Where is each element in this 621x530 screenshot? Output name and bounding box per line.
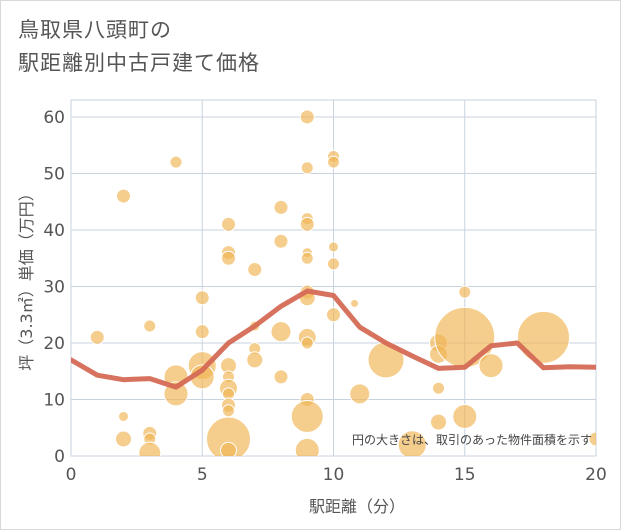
- bubble-point: [273, 199, 289, 215]
- bubble-point: [458, 285, 472, 299]
- x-axis-title: 駅距離（分）: [309, 497, 405, 516]
- bubble-point: [478, 353, 504, 379]
- y-tick-label: 10: [43, 390, 65, 410]
- bubble-point: [397, 430, 427, 456]
- bubble-point: [220, 441, 237, 456]
- bubble-size-note: 円の大きさは、取引のあった物件面積を示す: [352, 432, 592, 447]
- bubble-point: [588, 431, 596, 447]
- x-tick-labels: 0 5 10 15 20: [66, 465, 607, 485]
- bubble-point: [430, 413, 447, 431]
- bubble-point: [294, 437, 320, 456]
- bubble-point: [221, 216, 236, 232]
- bubble-point: [299, 109, 315, 125]
- chart-title-line-2: 駅距離別中古戸建て価格: [18, 51, 260, 75]
- bubble-point: [115, 430, 132, 448]
- chart-title: 鳥取県八頭町の 駅距離別中古戸建て価格: [18, 14, 260, 80]
- bubble-point: [328, 241, 339, 253]
- bubble-point: [300, 161, 314, 175]
- bubble-point: [194, 324, 210, 340]
- chart-title-line-1: 鳥取県八頭町の: [18, 18, 172, 42]
- y-axis-title: 坪（3.3㎡）単価（万円）: [17, 185, 36, 370]
- bubble-point: [300, 251, 314, 265]
- x-tick-label: 5: [197, 465, 208, 485]
- bubble-point: [247, 262, 263, 278]
- bubble-point: [452, 403, 478, 429]
- bubble-point: [169, 155, 183, 169]
- bubble-point: [118, 410, 129, 422]
- y-tick-labels: 0 10 20 30 40 50 60: [43, 108, 65, 467]
- bubble-point: [273, 233, 289, 249]
- y-tick-label: 60: [43, 108, 65, 128]
- x-tick-label: 10: [323, 465, 345, 485]
- bubble-point: [194, 290, 210, 306]
- bubble-point: [138, 441, 162, 456]
- bubble-point: [163, 381, 189, 407]
- x-tick-label: 0: [66, 465, 77, 485]
- average-line-series: [71, 288, 596, 390]
- bubble-point: [206, 416, 251, 456]
- bubble-point: [327, 257, 340, 271]
- bubble-point: [290, 399, 324, 433]
- bubble-point: [517, 310, 570, 364]
- y-tick-label: 40: [43, 221, 65, 241]
- bubble-point: [143, 319, 157, 333]
- bubble-point: [300, 336, 314, 350]
- bubble-point: [299, 216, 315, 232]
- bubble-point: [349, 383, 371, 405]
- bubble-point: [89, 329, 105, 345]
- x-tick-label: 20: [585, 465, 607, 485]
- y-tick-label: 30: [43, 277, 65, 297]
- y-tick-label: 20: [43, 334, 65, 354]
- bubble-point: [327, 155, 340, 169]
- x-tick-label: 15: [454, 465, 476, 485]
- bubble-series: [89, 109, 596, 456]
- bubble-point: [350, 298, 359, 308]
- bubble-point: [270, 321, 292, 343]
- y-tick-label: 50: [43, 164, 65, 184]
- bubble-point: [221, 250, 236, 266]
- bubble-point: [116, 188, 131, 204]
- bubble-point: [326, 307, 341, 323]
- bubble-point: [222, 404, 235, 418]
- bubble-point: [246, 351, 264, 369]
- average-price-line: [71, 288, 596, 390]
- y-tick-label: 0: [54, 447, 65, 467]
- bubble-point: [432, 381, 445, 395]
- bubble-point: [273, 369, 289, 385]
